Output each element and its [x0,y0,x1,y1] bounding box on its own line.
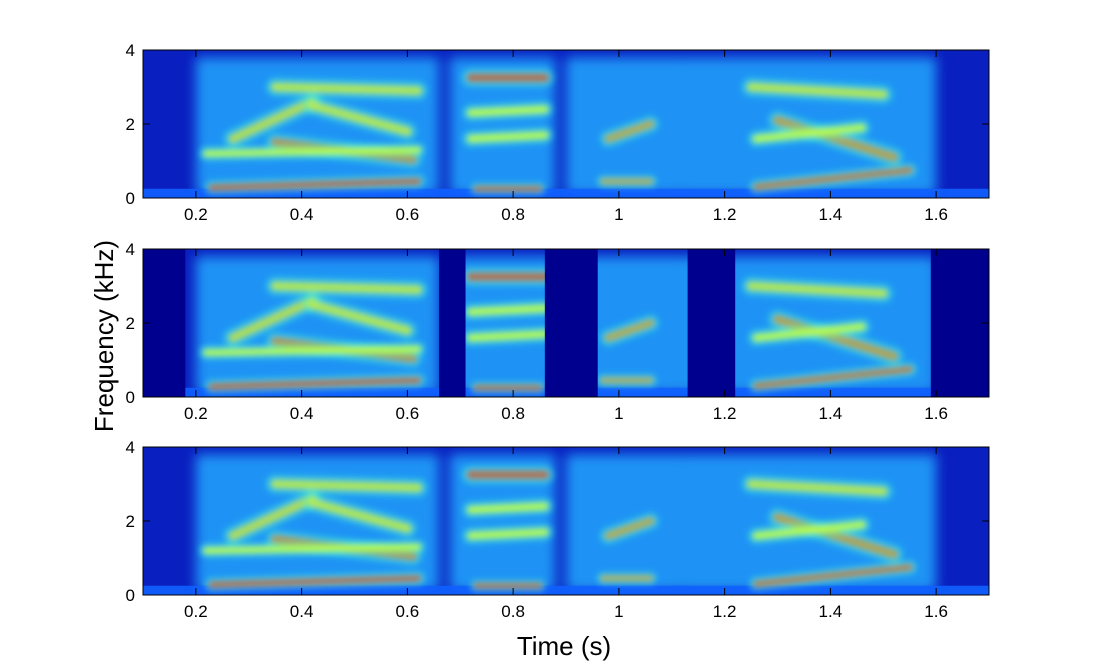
x-tick-label: 0.4 [290,602,314,621]
y-tick-label: 0 [126,388,135,407]
panel-top: 0.2 0.4 0.6 0.8 1 1.2 1.4 1.6 0 2 4 [126,41,990,224]
x-tick-label: 1.4 [819,602,843,621]
x-tick-label: 1 [614,205,623,224]
x-tick-label: 1.6 [924,205,948,224]
y-tick-label: 4 [126,41,135,60]
x-axis-label: Time (s) [517,631,611,661]
x-tick-label: 1.2 [713,404,737,423]
x-tick-label: 1.4 [819,404,843,423]
x-tick-label: 0.2 [184,205,208,224]
x-tick-label: 1 [614,602,623,621]
x-tick-label: 0.8 [501,404,525,423]
x-tick-label: 1.2 [713,205,737,224]
x-tick-label: 0.6 [396,205,420,224]
masked-region [143,249,186,397]
masked-region [439,249,466,397]
x-tick-label: 0.6 [396,404,420,423]
panel-middle: 0.2 0.4 0.6 0.8 1 1.2 1.4 1.6 0 2 4 [126,240,990,423]
spectrogram-image [143,50,989,198]
y-tick-label: 4 [126,438,135,457]
spectrogram-image [143,447,989,595]
x-tick-label: 0.2 [184,602,208,621]
x-tick-label: 0.8 [501,602,525,621]
masked-region [687,249,736,397]
x-tick-label: 1.6 [924,602,948,621]
y-axis-label: Frequency (kHz) [89,240,119,432]
x-tick-label: 1 [614,404,623,423]
x-tick-label: 0.4 [290,404,314,423]
x-tick-label: 1.6 [924,404,948,423]
x-tick-label: 0.6 [396,602,420,621]
y-tick-label: 2 [126,512,135,531]
masked-region [544,249,598,397]
masked-region [930,249,989,397]
spectrogram-image [143,249,989,397]
x-tick-label: 1.4 [819,205,843,224]
x-tick-label: 0.8 [501,205,525,224]
x-tick-label: 0.4 [290,205,314,224]
y-tick-label: 0 [126,586,135,605]
panel-bottom: 0.2 0.4 0.6 0.8 1 1.2 1.4 1.6 0 2 4 [126,438,990,621]
x-tick-label: 0.2 [184,404,208,423]
y-tick-label: 0 [126,189,135,208]
y-tick-label: 2 [126,115,135,134]
y-tick-label: 4 [126,240,135,259]
y-tick-label: 2 [126,314,135,333]
x-tick-label: 1.2 [713,602,737,621]
